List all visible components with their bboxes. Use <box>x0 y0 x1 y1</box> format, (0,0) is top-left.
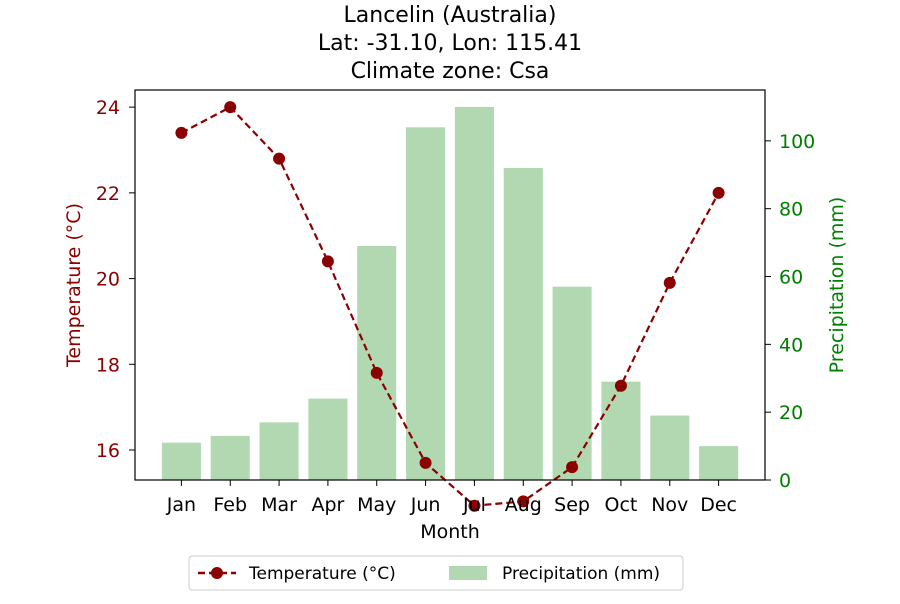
y-left-tick-label-24: 24 <box>96 97 120 119</box>
x-tick-label-apr: Apr <box>311 494 344 516</box>
temperature-marker-nov <box>663 276 676 289</box>
y-left-tick-label-20: 20 <box>96 269 120 291</box>
x-tick-label-feb: Feb <box>213 494 247 516</box>
y-axis-left: 16 18 20 22 24 <box>96 97 135 462</box>
legend-precipitation-label: Precipitation (mm) <box>502 564 660 584</box>
x-axis: Jan Feb Mar Apr May Jun Jul Aug Sep Oct Nov Dec <box>166 480 737 516</box>
temperature-marker-oct <box>614 379 627 392</box>
temperature-marker-mar <box>273 152 286 165</box>
precipitation-bar-apr <box>308 398 348 480</box>
temperature-marker-sep <box>566 461 579 474</box>
temperature-marker-feb <box>224 101 237 114</box>
precipitation-bar-jun <box>406 127 446 480</box>
precipitation-bars <box>161 106 739 481</box>
x-tick-label-mar: Mar <box>261 494 297 516</box>
chart-title-line-1: Lancelin (Australia) <box>344 3 557 28</box>
x-tick-label-sep: Sep <box>554 494 590 516</box>
chart-title-line-2: Lat: -31.10, Lon: 115.41 <box>318 31 582 56</box>
temperature-marker-apr <box>321 255 334 268</box>
y-right-tick-label-20: 20 <box>779 402 803 424</box>
temperature-marker-dec <box>712 186 725 199</box>
y-axis-right-label: Precipitation (mm) <box>826 197 848 374</box>
legend-temperature-label: Temperature (°C) <box>248 564 396 584</box>
precipitation-bar-oct <box>601 381 641 480</box>
temperature-marker-jun <box>419 456 432 469</box>
precipitation-bar-jul <box>454 106 494 481</box>
x-tick-label-aug: Aug <box>505 494 542 516</box>
x-tick-label-dec: Dec <box>700 494 737 516</box>
temperature-line <box>180 105 720 507</box>
y-left-tick-label-18: 18 <box>96 354 120 376</box>
x-tick-label-may: May <box>357 494 396 516</box>
precipitation-bar-jan <box>161 442 201 480</box>
precipitation-bar-mar <box>259 422 299 480</box>
temperature-marker-may <box>370 366 383 379</box>
x-tick-label-jun: Jun <box>410 494 441 516</box>
temperature-line-layer <box>175 101 725 512</box>
precipitation-bar-may <box>357 246 397 480</box>
precipitation-bar-nov <box>650 415 690 480</box>
legend-box <box>188 555 684 591</box>
temperature-marker-aug <box>517 495 530 508</box>
y-right-tick-label-0: 0 <box>779 470 791 492</box>
y-left-tick-label-16: 16 <box>96 440 120 462</box>
legend-precipitation-swatch <box>449 566 487 580</box>
y-right-tick-label-80: 80 <box>779 199 803 221</box>
y-right-tick-label-60: 60 <box>779 267 803 289</box>
x-tick-label-jul: Jul <box>462 494 486 516</box>
precipitation-bar-dec <box>699 446 739 480</box>
legend: Temperature (°C) Precipitation (mm) <box>188 555 684 591</box>
y-right-tick-label-100: 100 <box>779 131 815 153</box>
y-axis-right: 0 20 40 60 80 100 <box>765 131 815 492</box>
x-tick-label-oct: Oct <box>605 494 638 516</box>
y-right-tick-label-40: 40 <box>779 334 803 356</box>
plot-frame <box>134 89 766 481</box>
y-left-tick-label-22: 22 <box>96 183 120 205</box>
legend-temperature-marker <box>211 567 223 579</box>
y-axis-left-label: Temperature (°C) <box>63 203 85 368</box>
precipitation-bar-sep <box>552 286 592 480</box>
temperature-marker-jan <box>175 126 188 139</box>
x-axis-label: Month <box>420 521 480 543</box>
temperature-marker-jul <box>468 499 481 512</box>
chart-title: Lancelin (Australia) Lat: -31.10, Lon: 1… <box>318 3 582 84</box>
chart-title-line-3: Climate zone: Csa <box>351 59 550 84</box>
precipitation-bar-aug <box>503 168 543 480</box>
precipitation-bar-feb <box>210 435 250 480</box>
x-tick-label-nov: Nov <box>651 494 688 516</box>
x-tick-label-jan: Jan <box>166 494 196 516</box>
